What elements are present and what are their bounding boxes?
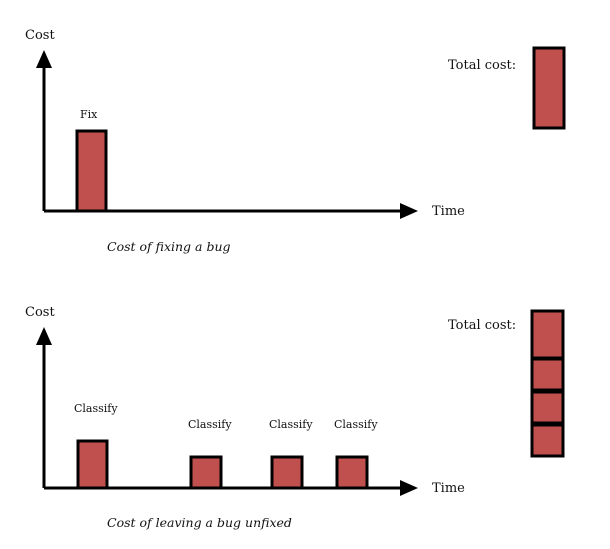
fix-y-axis-label: Cost — [25, 28, 55, 43]
unfixed-x-axis-arrowhead — [400, 480, 418, 496]
fix-total-label: Total cost: — [448, 58, 516, 73]
unfixed-caption: Cost of leaving a bug unfixed — [107, 515, 292, 530]
fix-bar-label: Fix — [80, 108, 98, 121]
classify-bar-2 — [189, 455, 223, 490]
unfixed-total-label: Total cost: — [448, 318, 516, 333]
unfixed-x-axis-label: Time — [432, 481, 465, 496]
classify-label-1: Classify — [74, 402, 118, 415]
classify-bar-4 — [335, 455, 369, 490]
classify-label-2: Classify — [188, 418, 232, 431]
fix-x-axis-arrowhead — [400, 203, 418, 219]
fix-diagram: Cost Time Fix Total cost: Cost of fixing… — [25, 28, 566, 254]
unfixed-y-axis-label: Cost — [25, 305, 55, 320]
unfixed-total-segment-4 — [530, 423, 565, 458]
unfixed-diagram: Cost Time Classify Classify Classify Cla… — [25, 305, 565, 530]
unfixed-total-segment-3 — [530, 390, 565, 425]
unfixed-y-axis-arrowhead — [36, 327, 52, 345]
fix-x-axis-label: Time — [432, 204, 465, 219]
unfixed-total-segment-1 — [530, 309, 565, 360]
fix-caption: Cost of fixing a bug — [107, 239, 231, 254]
classify-label-4: Classify — [334, 418, 378, 431]
fix-total-bar — [532, 46, 566, 130]
fix-y-axis-arrowhead — [36, 50, 52, 68]
classify-bar-1 — [76, 439, 109, 490]
classify-bar-3 — [270, 455, 304, 490]
classify-label-3: Classify — [269, 418, 313, 431]
fix-bar — [75, 129, 108, 213]
unfixed-total-segment-2 — [530, 357, 565, 392]
